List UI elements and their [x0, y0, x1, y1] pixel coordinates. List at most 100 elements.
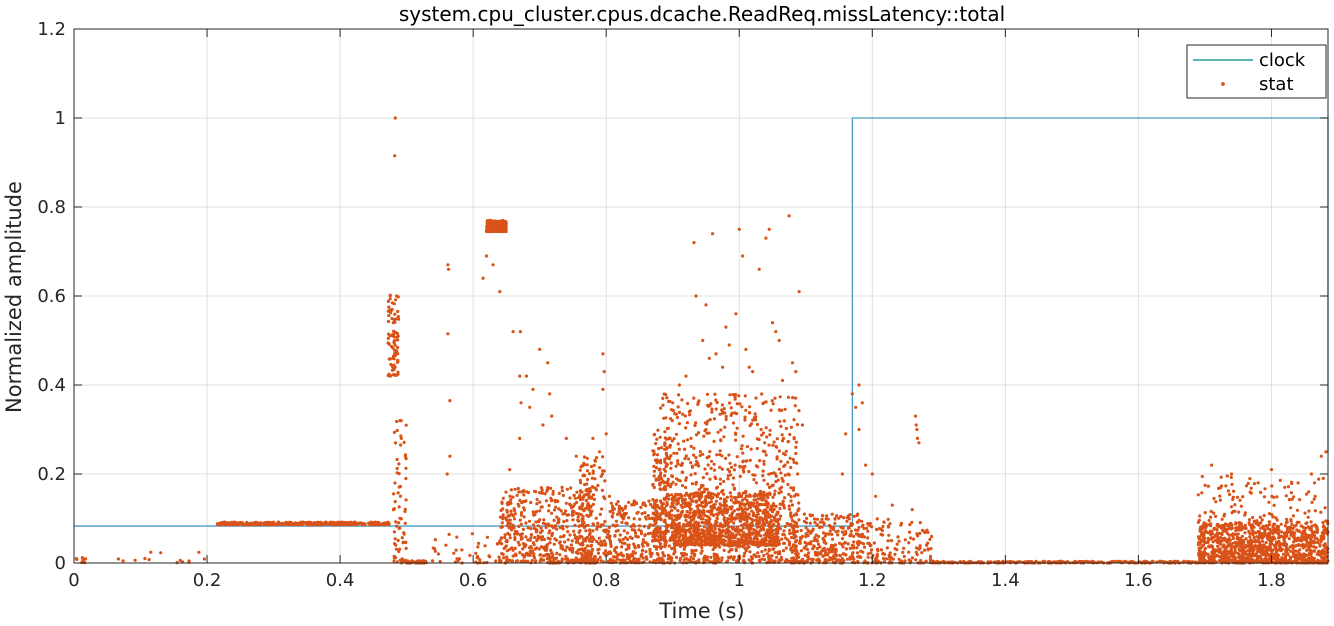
stat-point	[858, 554, 862, 559]
stat-point	[677, 393, 681, 397]
stat-point	[926, 530, 930, 534]
stat-point	[850, 543, 854, 547]
stat-point	[585, 469, 590, 473]
stat-point	[341, 523, 346, 527]
stat-point	[786, 472, 790, 476]
stat-point	[515, 493, 519, 497]
stat-point	[488, 224, 493, 228]
stat-point	[676, 459, 680, 463]
stat-point	[744, 494, 749, 498]
stat-point	[578, 493, 582, 498]
stat-point	[758, 516, 762, 520]
stat-point	[582, 507, 587, 511]
stat-point	[554, 505, 558, 509]
stat-point	[713, 392, 717, 396]
stat-point	[557, 520, 561, 525]
stat-point	[621, 517, 626, 521]
stat-point	[573, 502, 577, 506]
stat-point	[671, 501, 675, 505]
stat-point	[684, 454, 688, 458]
stat-point	[840, 542, 844, 547]
stat-point	[648, 517, 652, 521]
stat-point	[669, 557, 673, 561]
stat-point	[591, 471, 595, 475]
stat-point	[674, 432, 679, 436]
stat-point	[513, 532, 517, 536]
stat-point	[591, 523, 596, 527]
stat-point	[558, 541, 562, 545]
stat-point	[513, 536, 517, 540]
stat-point	[395, 471, 399, 475]
stat-point	[529, 500, 533, 505]
stat-point	[805, 547, 810, 552]
stat-point	[857, 525, 861, 530]
stat-point	[771, 443, 775, 447]
stat-point	[501, 229, 505, 233]
stat-point	[738, 402, 742, 406]
stat-point	[560, 489, 564, 493]
stat-point	[749, 524, 754, 528]
stat-point	[508, 494, 512, 498]
stat-point	[580, 504, 585, 508]
stat-point	[816, 542, 821, 546]
stat-point	[842, 516, 846, 520]
stat-point	[360, 521, 364, 526]
stat-point	[674, 482, 678, 486]
stat-point	[513, 512, 517, 516]
stat-point	[614, 502, 619, 506]
stat-point	[494, 559, 498, 563]
stat-point	[558, 560, 562, 565]
stat-point	[1206, 552, 1210, 557]
stat-point	[745, 445, 750, 449]
stat-point	[720, 403, 725, 407]
stat-point	[741, 508, 745, 512]
stat-point	[682, 439, 686, 443]
stat-point	[680, 505, 684, 509]
stat-point	[717, 527, 721, 532]
stat-point	[710, 459, 714, 463]
stat-point	[391, 373, 395, 377]
stat-point	[792, 543, 796, 547]
stat-point	[768, 514, 773, 518]
stat-point	[744, 517, 748, 521]
stat-point	[699, 514, 703, 518]
stat-point	[387, 372, 391, 376]
stat-point	[552, 542, 556, 546]
stat-point	[671, 535, 675, 540]
stat-point	[722, 516, 727, 520]
stat-point	[622, 511, 626, 516]
stat-point	[673, 550, 677, 554]
stat-point	[836, 529, 840, 533]
stat-point	[776, 478, 780, 482]
stat-point	[706, 463, 710, 467]
stat-point	[763, 450, 767, 454]
stat-point	[646, 514, 650, 518]
stat-point	[693, 521, 697, 525]
stat-point	[673, 498, 677, 502]
stat-point	[729, 406, 733, 410]
stat-point	[928, 554, 933, 559]
stat-point	[663, 469, 668, 473]
stat-point	[505, 549, 509, 553]
stat-point	[680, 484, 685, 488]
stat-point	[588, 506, 592, 510]
stat-point	[787, 492, 791, 496]
stat-point	[658, 516, 662, 520]
stat-point	[370, 523, 374, 527]
stat-point	[727, 525, 731, 529]
stat-point	[787, 504, 791, 508]
stat-point	[630, 536, 634, 541]
stat-point	[786, 482, 790, 487]
stat-point	[672, 437, 676, 441]
stat-point	[644, 541, 648, 545]
stat-point	[729, 413, 733, 417]
stat-point	[501, 513, 505, 517]
stat-point	[274, 522, 278, 526]
stat-point	[669, 417, 673, 421]
stat-point	[671, 530, 675, 534]
stat-point	[773, 551, 777, 555]
stat-point	[396, 315, 400, 319]
stat-point	[635, 535, 639, 539]
stat-point	[620, 553, 624, 558]
stat-point	[724, 456, 728, 460]
